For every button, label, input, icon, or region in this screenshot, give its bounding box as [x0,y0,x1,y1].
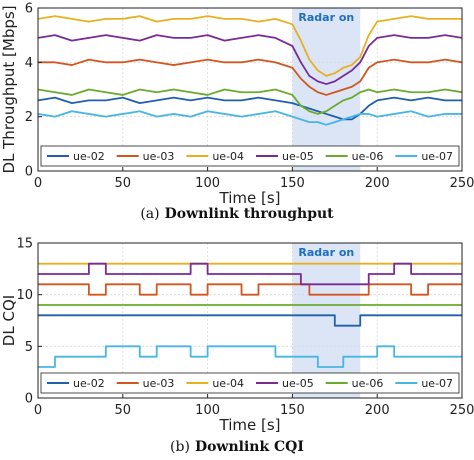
x-tick-label: 200 [365,403,390,418]
radar-band [292,8,361,171]
series-line-ue-03 [38,283,462,296]
caption-text: Downlink CQI [195,439,304,455]
series-line-ue-02 [38,314,462,327]
legend-label-ue-04: ue-04 [212,377,244,390]
x-tick-label: 100 [195,176,220,191]
legend-box [40,145,460,167]
axes-frame [37,7,463,172]
y-tick-label: 2 [25,110,33,125]
x-tick-label: 0 [34,176,42,191]
legend-label-ue-03: ue-03 [143,377,175,390]
y-tick-label: 0 [25,392,33,407]
series-lines [38,262,462,368]
x-tick-label: 250 [450,403,474,418]
legend: ue-02 ue-03 ue-04 ue-05 ue-06 ue-07 [40,145,460,167]
x-tick-label: 50 [115,176,132,191]
radar-on-label: Radar on [298,11,354,24]
series-line-ue-02 [38,96,462,121]
x-tick-label: 200 [365,176,390,191]
plot-area [38,243,462,398]
x-axis-label: Time [s] [219,189,281,207]
legend-label-ue-03: ue-03 [143,150,175,163]
cqi-chart: Radar on 0 50 100 150 200 250 0 5 10 15 Time [s] DL … [0,237,474,456]
radar-band [292,243,361,398]
x-tick-label: 150 [280,403,305,418]
y-tick-label: 0 [25,165,33,180]
legend-label-ue-02: ue-02 [73,150,105,163]
y-tick-label: 6 [25,2,33,17]
chart-caption: (b) Downlink CQI [170,439,304,455]
legend-box [40,372,460,394]
chart-caption: (a) Downlink throughput [140,206,334,222]
legend-label-ue-04: ue-04 [212,150,244,163]
caption-text: Downlink throughput [165,206,335,222]
x-tick-label: 150 [280,176,305,191]
x-tick-label: 50 [115,403,132,418]
y-tick-label: 4 [25,56,33,71]
caption-tag: (a) [140,206,159,222]
y-tick-label: 10 [16,288,33,303]
throughput-chart: Radar on 0 50 100 150 200 250 0 2 4 6 Time [s] DL Th… [0,2,474,223]
legend-label-ue-07: ue-07 [421,150,453,163]
radar-on-label: Radar on [298,246,354,259]
x-axis-label: Time [s] [219,416,281,434]
y-axis-label: DL Throughput [Mbps] [0,5,18,173]
series-line-ue-03 [38,58,462,96]
series-line-ue-06 [38,88,462,115]
legend-label-ue-05: ue-05 [282,150,314,163]
y-tick-label: 15 [16,237,33,252]
legend-label-ue-06: ue-06 [352,150,384,163]
legend-label-ue-02: ue-02 [73,377,105,390]
legend-label-ue-06: ue-06 [352,377,384,390]
y-axis-label: DL CQI [0,295,18,346]
series-line-ue-07 [38,345,462,368]
axes-frame [37,242,463,399]
caption-tag: (b) [170,439,190,455]
series-line-ue-05 [38,34,462,85]
series-line-ue-05 [38,262,462,286]
series-line-ue-07 [38,110,462,126]
series-lines [38,15,462,126]
series-line-ue-04 [38,15,462,77]
x-tick-label: 100 [195,403,220,418]
legend: ue-02 ue-03 ue-04 ue-05 ue-06 ue-07 [40,372,460,394]
legend-label-ue-05: ue-05 [282,377,314,390]
y-tick-label: 5 [25,340,33,355]
legend-label-ue-07: ue-07 [421,377,453,390]
x-tick-label: 250 [450,176,474,191]
x-tick-label: 0 [34,403,42,418]
